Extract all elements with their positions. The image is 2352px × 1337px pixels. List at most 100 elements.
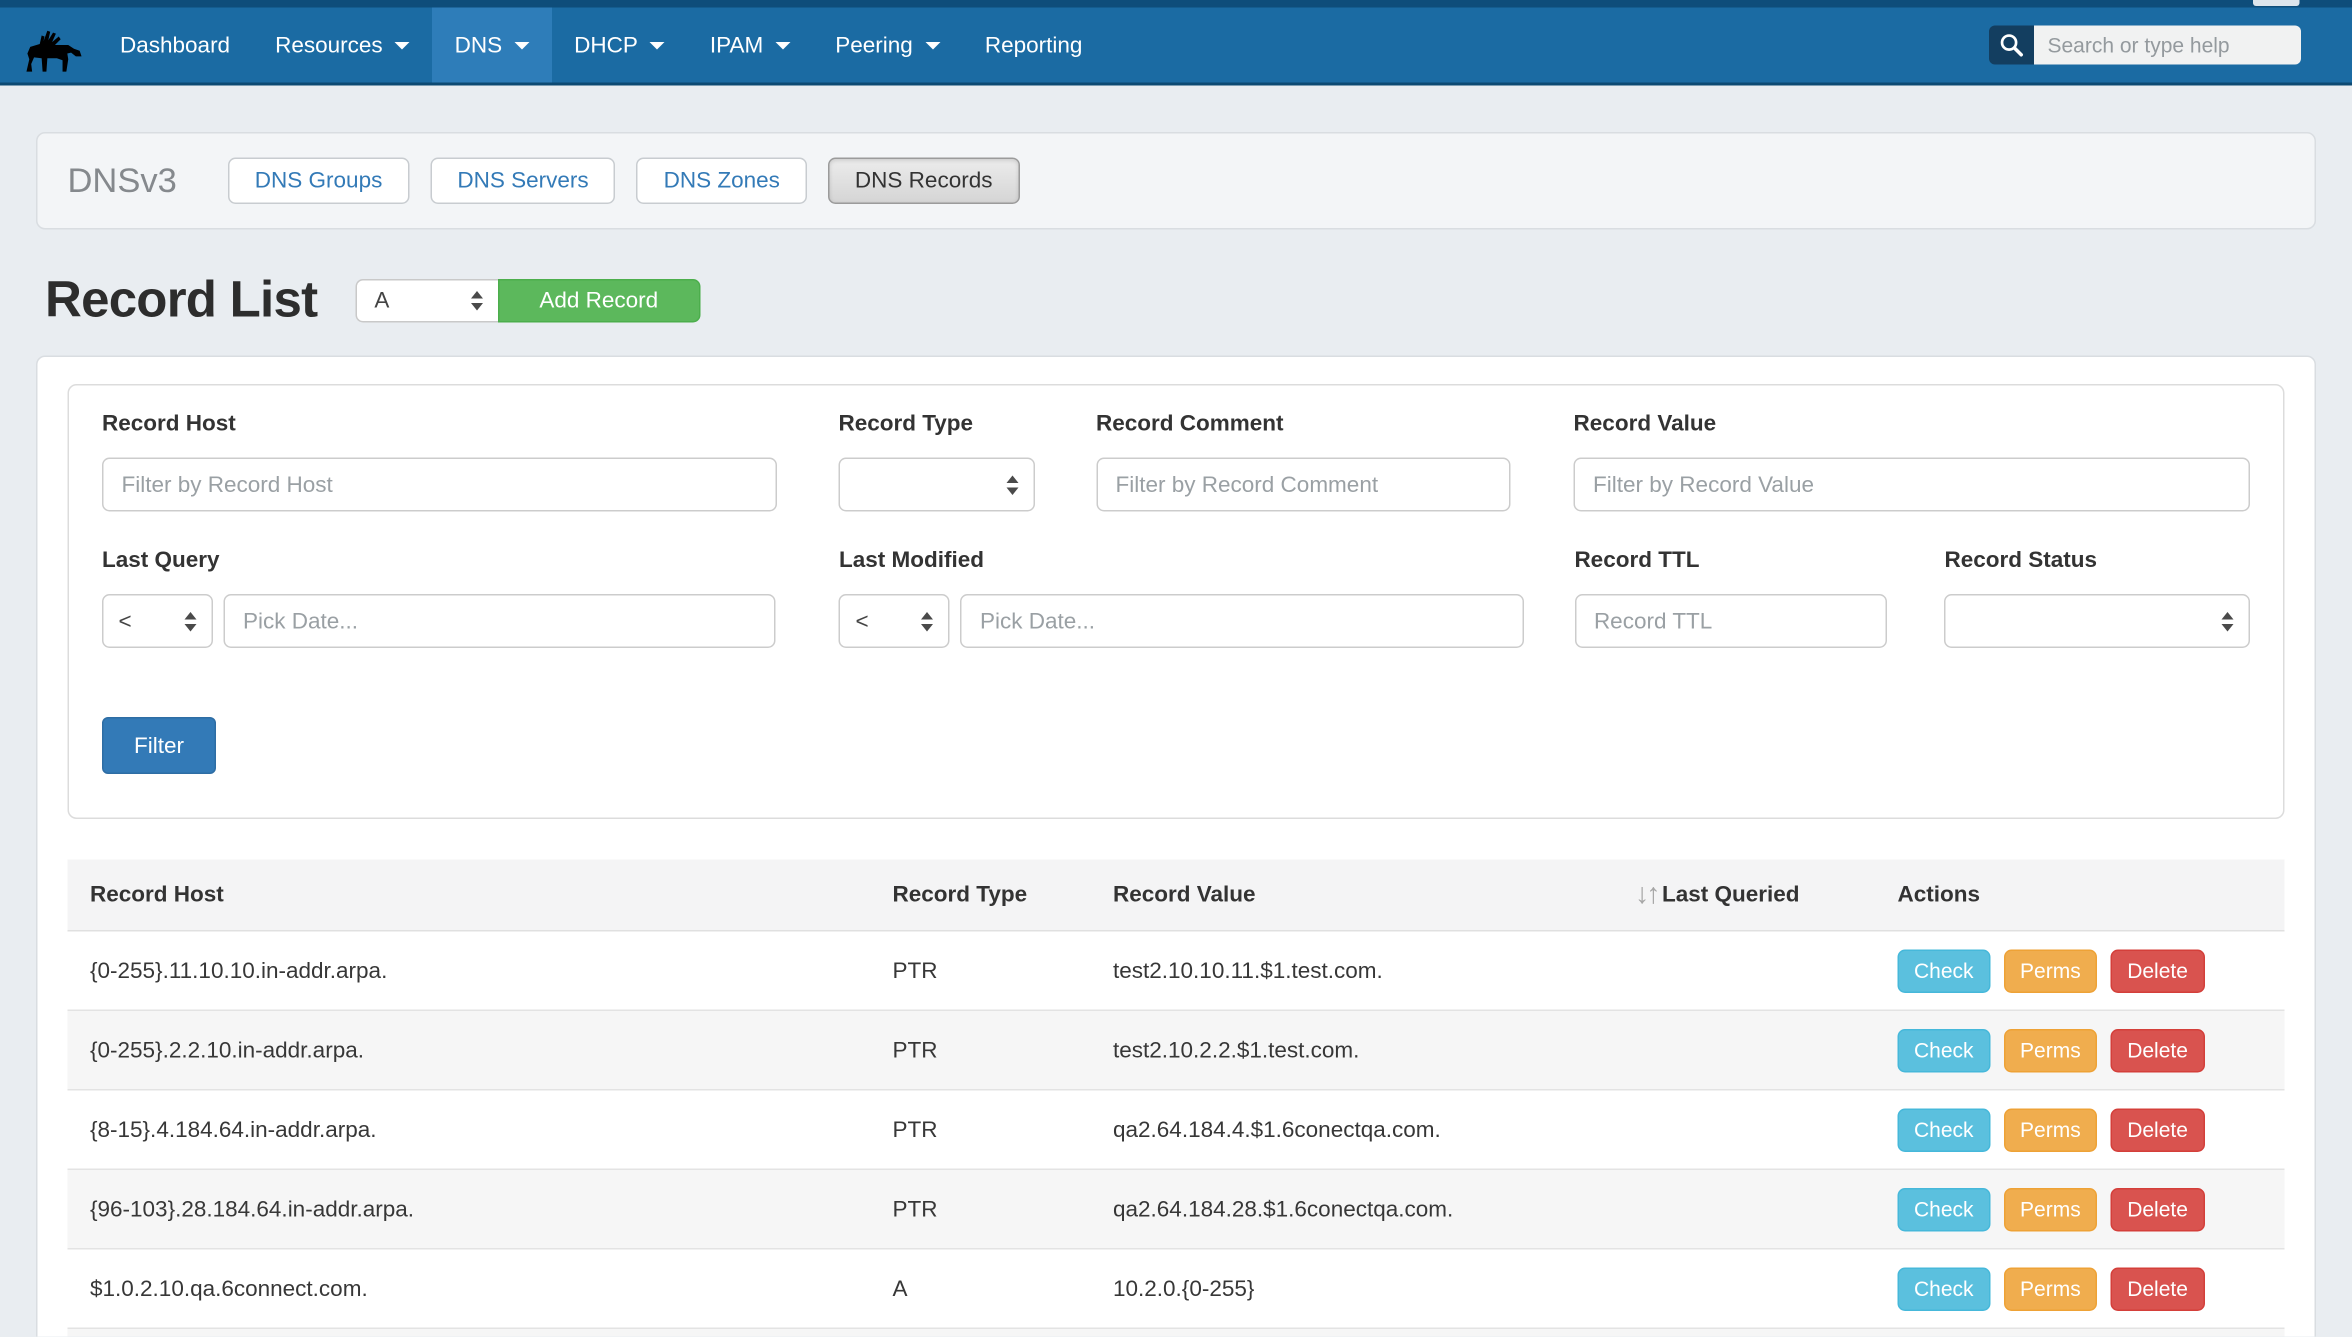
- perms-button[interactable]: Perms: [2004, 1028, 2098, 1072]
- col-last-queried[interactable]: ↓↑Last Queried: [1635, 860, 1898, 931]
- record-value-filter-input[interactable]: [1574, 458, 2250, 512]
- nav-item-label: DNS: [455, 32, 503, 58]
- table-row-partial: [68, 1328, 2285, 1336]
- nav-item-label: Peering: [835, 32, 913, 58]
- caret-down-icon: [514, 41, 529, 49]
- search-icon: [1989, 26, 2034, 65]
- main-nav: Dashboard Resources DNS DHCP IPAM Peering Repo…: [98, 8, 1105, 83]
- page-title: Record List: [45, 271, 317, 330]
- delete-button[interactable]: Delete: [2111, 1028, 2205, 1072]
- caret-down-icon: [775, 41, 790, 49]
- nav-item-dashboard[interactable]: Dashboard: [98, 8, 253, 83]
- cell-last-queried: [1635, 1090, 1898, 1170]
- cell-record-type: PTR: [893, 1010, 1114, 1090]
- delete-button[interactable]: Delete: [2111, 1108, 2205, 1152]
- filter-button[interactable]: Filter: [102, 717, 216, 774]
- cell-actions: Check Perms Delete: [1898, 1249, 2285, 1329]
- perms-button[interactable]: Perms: [2004, 949, 2098, 993]
- record-ttl-filter-input[interactable]: [1574, 594, 1887, 648]
- delete-button[interactable]: Delete: [2111, 1267, 2205, 1311]
- cell-record-host: $1.0.2.10.qa.6connect.com.: [68, 1249, 893, 1329]
- table-row: {0-255}.2.2.10.in-addr.arpa.PTRtest2.10.…: [68, 1010, 2285, 1090]
- col-actions: Actions: [1898, 860, 2285, 931]
- cell-empty: [1113, 1328, 1635, 1336]
- filter-label-record-type: Record Type: [838, 411, 1034, 438]
- cell-record-value: qa2.64.184.4.$1.6conectqa.com.: [1113, 1090, 1635, 1170]
- cell-record-host: {0-255}.11.10.10.in-addr.arpa.: [68, 931, 893, 1011]
- filter-label-record-comment: Record Comment: [1096, 411, 1511, 438]
- check-button[interactable]: Check: [1898, 1028, 1991, 1072]
- check-button[interactable]: Check: [1898, 1108, 1991, 1152]
- cell-last-queried: [1635, 1249, 1898, 1329]
- table-header-row: Record Host Record Type Record Value ↓↑L…: [68, 860, 2285, 931]
- cell-record-value: test2.10.10.11.$1.test.com.: [1113, 931, 1635, 1011]
- check-button[interactable]: Check: [1898, 949, 1991, 993]
- record-host-filter-input[interactable]: [102, 458, 777, 512]
- tab-dns-zones[interactable]: DNS Zones: [637, 158, 807, 205]
- nav-item-label: DHCP: [574, 32, 638, 58]
- filter-label-last-query: Last Query: [102, 548, 776, 575]
- filter-label-record-host: Record Host: [102, 411, 777, 438]
- nav-item-peering[interactable]: Peering: [813, 8, 963, 83]
- select-arrows-icon: [185, 611, 197, 631]
- tab-dns-servers[interactable]: DNS Servers: [430, 158, 615, 205]
- filter-label-record-value: Record Value: [1574, 411, 2250, 438]
- record-comment-filter-input[interactable]: [1096, 458, 1511, 512]
- cell-actions: Check Perms Delete: [1898, 931, 2285, 1011]
- cell-actions: Check Perms Delete: [1898, 1090, 2285, 1170]
- delete-button[interactable]: Delete: [2111, 949, 2205, 993]
- cell-record-host: {0-255}.2.2.10.in-addr.arpa.: [68, 1010, 893, 1090]
- record-status-filter-select[interactable]: [1944, 594, 2250, 648]
- last-modified-date-input[interactable]: [960, 594, 1523, 648]
- nav-item-resources[interactable]: Resources: [253, 8, 433, 83]
- cell-empty: [1898, 1328, 2285, 1336]
- check-button[interactable]: Check: [1898, 1187, 1991, 1231]
- record-type-select[interactable]: A: [355, 278, 498, 322]
- page: Dashboard Resources DNS DHCP IPAM Peering Repo…: [0, 0, 2352, 1337]
- moose-logo-icon[interactable]: [20, 8, 95, 83]
- add-record-button[interactable]: Add Record: [497, 278, 700, 322]
- perms-button[interactable]: Perms: [2004, 1267, 2098, 1311]
- tab-dns-groups[interactable]: DNS Groups: [228, 158, 410, 205]
- cell-record-value: test2.10.2.2.$1.test.com.: [1113, 1010, 1635, 1090]
- tab-dns-records[interactable]: DNS Records: [828, 158, 1020, 205]
- cell-actions: Check Perms Delete: [1898, 1169, 2285, 1249]
- cell-record-type: PTR: [893, 1169, 1114, 1249]
- last-query-date-input[interactable]: [224, 594, 776, 648]
- cell-empty: [1635, 1328, 1898, 1336]
- nav-item-label: Reporting: [985, 32, 1083, 58]
- last-query-operator-value: <: [119, 608, 132, 634]
- section-title: DNSv3: [68, 161, 177, 202]
- caret-down-icon: [650, 41, 665, 49]
- last-modified-operator-select[interactable]: <: [839, 594, 950, 648]
- record-type-filter-select[interactable]: [838, 458, 1034, 512]
- nav-item-reporting[interactable]: Reporting: [962, 8, 1105, 83]
- nav-item-dhcp[interactable]: DHCP: [552, 8, 688, 83]
- nav-item-label: Resources: [275, 32, 383, 58]
- cell-record-value: qa2.64.184.28.$1.6conectqa.com.: [1113, 1169, 1635, 1249]
- col-last-queried-label: Last Queried: [1662, 881, 1800, 907]
- table-row: {8-15}.4.184.64.in-addr.arpa.PTRqa2.64.1…: [68, 1090, 2285, 1170]
- sort-icon: ↓↑: [1635, 878, 1658, 910]
- col-record-type: Record Type: [893, 860, 1114, 931]
- table-row: {96-103}.28.184.64.in-addr.arpa.PTRqa2.6…: [68, 1169, 2285, 1249]
- nav-item-ipam[interactable]: IPAM: [687, 8, 812, 83]
- filter-panel: Record Host Record Type Record Comment R…: [68, 384, 2285, 819]
- last-query-operator-select[interactable]: <: [102, 594, 213, 648]
- cell-last-queried: [1635, 1169, 1898, 1249]
- nav-item-dns[interactable]: DNS: [432, 8, 552, 83]
- delete-button[interactable]: Delete: [2111, 1187, 2205, 1231]
- select-arrows-icon: [1006, 475, 1018, 495]
- col-record-host: Record Host: [68, 860, 893, 931]
- perms-button[interactable]: Perms: [2004, 1108, 2098, 1152]
- check-button[interactable]: Check: [1898, 1267, 1991, 1311]
- record-list-header: Record List A Add Record: [36, 267, 2316, 333]
- cell-empty: [893, 1328, 1114, 1336]
- top-navbar: Dashboard Resources DNS DHCP IPAM Peering Repo…: [0, 0, 2352, 86]
- perms-button[interactable]: Perms: [2004, 1187, 2098, 1231]
- select-arrows-icon: [470, 290, 482, 310]
- search-input[interactable]: [2034, 26, 2301, 65]
- content-card: Record Host Record Type Record Comment R…: [36, 356, 2316, 1337]
- nav-item-label: Dashboard: [120, 32, 230, 58]
- cell-record-type: PTR: [893, 931, 1114, 1011]
